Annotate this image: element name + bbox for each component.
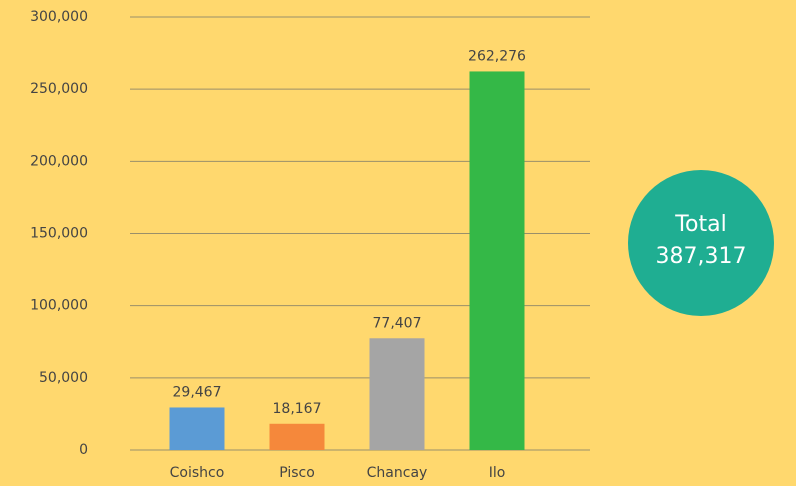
total-value: 387,317 [656,244,747,269]
x-tick-label: Ilo [489,465,506,481]
y-tick-label: 250,000 [30,81,88,97]
bar [269,423,325,450]
data-label: 18,167 [273,401,322,417]
data-label: 29,467 [173,384,222,400]
total-label: Total [674,212,726,237]
x-tick-label: Pisco [279,465,315,481]
data-label: 262,276 [468,48,526,64]
y-tick-label: 50,000 [39,370,88,386]
y-tick-label: 100,000 [30,298,88,314]
y-tick-label: 300,000 [30,9,88,25]
total-badge [628,170,774,316]
x-tick-label: Coishco [170,465,225,481]
bar [469,71,525,450]
y-tick-label: 150,000 [30,226,88,242]
bar [369,338,425,450]
data-label: 77,407 [373,315,422,331]
x-tick-label: Chancay [367,465,428,481]
bar [169,407,225,450]
y-tick-label: 0 [79,442,88,458]
y-tick-label: 200,000 [30,153,88,169]
